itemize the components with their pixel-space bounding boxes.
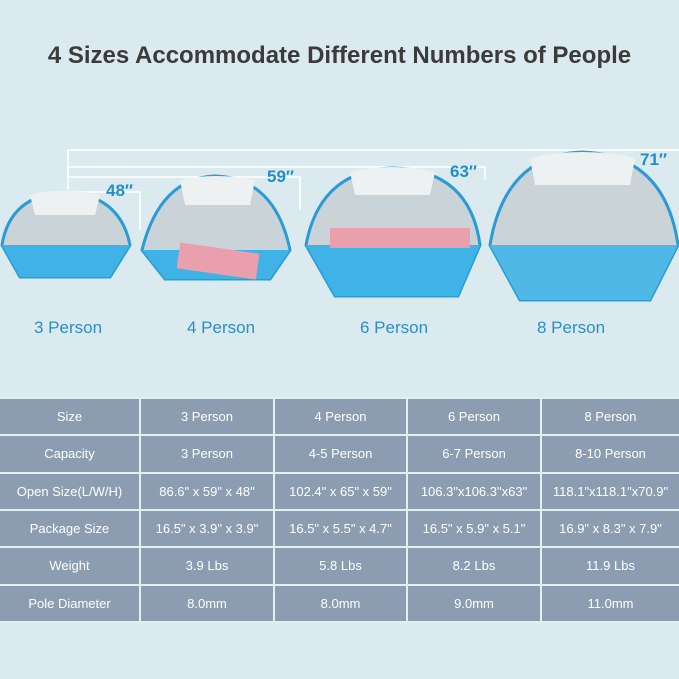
table-cell: 11.0mm <box>540 583 679 624</box>
caption-6-person: 6 Person <box>359 318 429 337</box>
tent-3-person <box>0 190 132 279</box>
table-cell: 16.9" x 8.3" x 7.9" <box>540 508 679 549</box>
table-cell: 8-10 Person <box>540 434 679 474</box>
tent-4-person <box>140 174 292 281</box>
table-row: Pole Diameter 8.0mm 8.0mm 9.0mm 11.0mm <box>0 583 679 624</box>
table-cell: 3.9 Lbs <box>139 546 275 586</box>
height-guides <box>67 149 679 230</box>
caption-8-person: 8 Person <box>536 318 606 337</box>
table-cell: 16.5" x 3.9" x 3.9" <box>139 508 275 549</box>
table-cell: 102.4" x 65" x 59" <box>273 471 408 511</box>
row-label: Weight <box>0 546 141 586</box>
table-row: Size 3 Person 4 Person 6 Person 8 Person <box>0 396 679 437</box>
table-cell: 11.9 Lbs <box>540 546 679 586</box>
table-cell: 8.0mm <box>139 583 275 624</box>
table-row: Package Size 16.5" x 3.9" x 3.9" 16.5" x 5… <box>0 508 679 549</box>
row-label: Package Size <box>0 508 141 549</box>
table-cell: 106.3"x106.3"x63" <box>406 471 542 511</box>
table-cell: 3 Person <box>139 396 275 437</box>
row-label: Size <box>0 396 141 437</box>
row-label: Open Size(L/W/H) <box>0 471 141 511</box>
table-row: Weight 3.9 Lbs 5.8 Lbs 8.2 Lbs 11.9 Lbs <box>0 546 679 586</box>
table-cell: 4 Person <box>273 396 408 437</box>
height-label-3-person: 48″ <box>106 181 134 200</box>
row-label: Pole Diameter <box>0 583 141 624</box>
row-label: Capacity <box>0 434 141 474</box>
caption-4-person: 4 Person <box>186 318 256 337</box>
table-cell: 6-7 Person <box>406 434 542 474</box>
caption-3-person: 3 Person <box>33 318 103 337</box>
height-label-6-person: 63″ <box>450 162 478 181</box>
table-cell: 3 Person <box>139 434 275 474</box>
table-cell: 6 Person <box>406 396 542 437</box>
tent-8-person <box>488 150 679 302</box>
table-cell: 8 Person <box>540 396 679 437</box>
table-cell: 8.2 Lbs <box>406 546 542 586</box>
spec-table: Size 3 Person 4 Person 6 Person 8 Person Capa… <box>0 396 679 624</box>
table-cell: 86.6" x 59" x 48" <box>139 471 275 511</box>
table-cell: 9.0mm <box>406 583 542 624</box>
page-title: 4 Sizes Accommodate Different Numbers of… <box>47 42 632 69</box>
table-row: Open Size(L/W/H) 86.6" x 59" x 48" 102.4" … <box>0 471 679 511</box>
tent-illustrations <box>0 149 679 302</box>
table-cell: 5.8 Lbs <box>273 546 408 586</box>
table-cell: 4-5 Person <box>273 434 408 474</box>
table-cell: 16.5" x 5.9" x 5.1" <box>406 508 542 549</box>
height-label-8-person: 71″ <box>640 150 668 169</box>
table-cell: 16.5" x 5.5" x 4.7" <box>273 508 408 549</box>
height-label-4-person: 59″ <box>267 167 295 186</box>
table-row: Capacity 3 Person 4-5 Person 6-7 Person 8-10… <box>0 434 679 474</box>
table-cell: 8.0mm <box>273 583 408 624</box>
table-cell: 118.1"x118.1"x70.9" <box>540 471 679 511</box>
tent-6-person <box>304 166 482 298</box>
